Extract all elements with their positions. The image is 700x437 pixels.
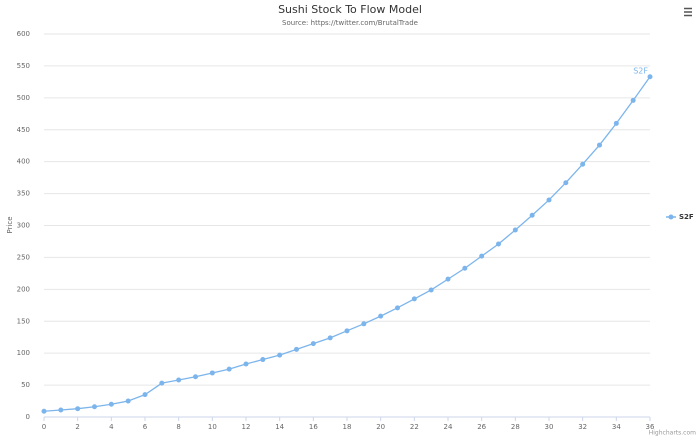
data-point[interactable]	[445, 276, 451, 282]
x-tick-label: 16	[309, 423, 318, 431]
x-tick-label: 36	[646, 423, 655, 431]
y-tick-label: 250	[17, 253, 30, 261]
series-line	[43, 76, 651, 412]
data-point[interactable]	[630, 97, 636, 103]
data-point[interactable]	[580, 161, 586, 167]
data-point[interactable]	[378, 313, 384, 319]
x-tick-label: 30	[545, 423, 554, 431]
y-tick-label: 500	[17, 94, 30, 102]
data-point[interactable]	[613, 120, 619, 126]
data-point[interactable]	[310, 341, 316, 347]
x-tick-label: 28	[511, 423, 520, 431]
data-point[interactable]	[563, 180, 569, 186]
data-point[interactable]	[243, 361, 249, 367]
x-tick-label: 18	[343, 423, 352, 431]
chart-title: Sushi Stock To Flow Model	[278, 3, 422, 16]
data-point[interactable]	[226, 366, 232, 372]
data-point[interactable]	[75, 406, 81, 412]
y-tick-label: 50	[21, 381, 30, 389]
chart-subtitle: Source: https://twitter.com/BrutalTrade	[282, 19, 418, 27]
x-tick-label: 6	[143, 423, 148, 431]
y-tick-label: 200	[17, 285, 30, 293]
data-point[interactable]	[479, 253, 485, 259]
data-point[interactable]	[58, 407, 64, 413]
data-point[interactable]	[529, 212, 535, 218]
x-tick-label: 12	[242, 423, 251, 431]
data-point[interactable]	[159, 380, 165, 386]
data-point[interactable]	[361, 321, 367, 327]
data-point[interactable]	[597, 142, 602, 148]
x-tick-label: 22	[410, 423, 419, 431]
x-tick-label: 24	[444, 423, 453, 431]
y-tick-label: 0	[26, 413, 30, 421]
x-tick-label: 34	[612, 423, 621, 431]
data-point[interactable]	[41, 408, 47, 414]
data-point[interactable]	[327, 335, 333, 341]
y-tick-label: 300	[17, 222, 30, 230]
y-tick-label: 350	[17, 190, 30, 198]
y-tick-label: 600	[17, 30, 30, 38]
legend-symbol[interactable]	[668, 214, 674, 220]
x-tick-label: 4	[109, 423, 114, 431]
data-point[interactable]	[260, 357, 266, 363]
data-point[interactable]	[411, 296, 417, 302]
data-point[interactable]	[294, 346, 299, 352]
data-point[interactable]	[108, 401, 114, 407]
data-point[interactable]	[428, 287, 434, 293]
data-point[interactable]	[209, 370, 215, 376]
x-tick-label: 2	[75, 423, 79, 431]
data-point[interactable]	[92, 404, 97, 410]
data-point[interactable]	[496, 241, 501, 247]
x-tick-label: 0	[42, 423, 46, 431]
x-tick-label: 26	[477, 423, 486, 431]
y-tick-label: 550	[17, 62, 30, 70]
data-point[interactable]	[462, 265, 468, 271]
x-tick-label: 14	[275, 423, 284, 431]
x-tick-label: 32	[578, 423, 587, 431]
y-tick-label: 100	[17, 349, 30, 357]
x-tick-label: 10	[208, 423, 217, 431]
menu-button[interactable]	[680, 5, 696, 19]
data-point[interactable]	[395, 305, 400, 311]
data-point[interactable]	[546, 197, 552, 203]
credits: Highcharts.com	[649, 430, 696, 437]
x-tick-label: 8	[176, 423, 180, 431]
data-point[interactable]	[512, 227, 518, 233]
legend-label[interactable]: S2F	[679, 213, 694, 221]
data-point[interactable]	[176, 377, 182, 383]
y-tick-label: 450	[17, 126, 30, 134]
series-end-label: S2F	[633, 66, 648, 75]
x-tick-label: 20	[376, 423, 385, 431]
data-point[interactable]	[277, 352, 283, 358]
y-axis-title: Price	[6, 216, 14, 233]
data-point[interactable]	[193, 374, 198, 380]
data-point[interactable]	[142, 392, 148, 398]
data-point[interactable]	[647, 74, 653, 80]
data-point[interactable]	[125, 398, 131, 404]
y-tick-label: 400	[17, 158, 30, 166]
data-point[interactable]	[344, 328, 350, 334]
y-tick-label: 150	[17, 317, 30, 325]
menu-icon[interactable]	[684, 7, 692, 17]
